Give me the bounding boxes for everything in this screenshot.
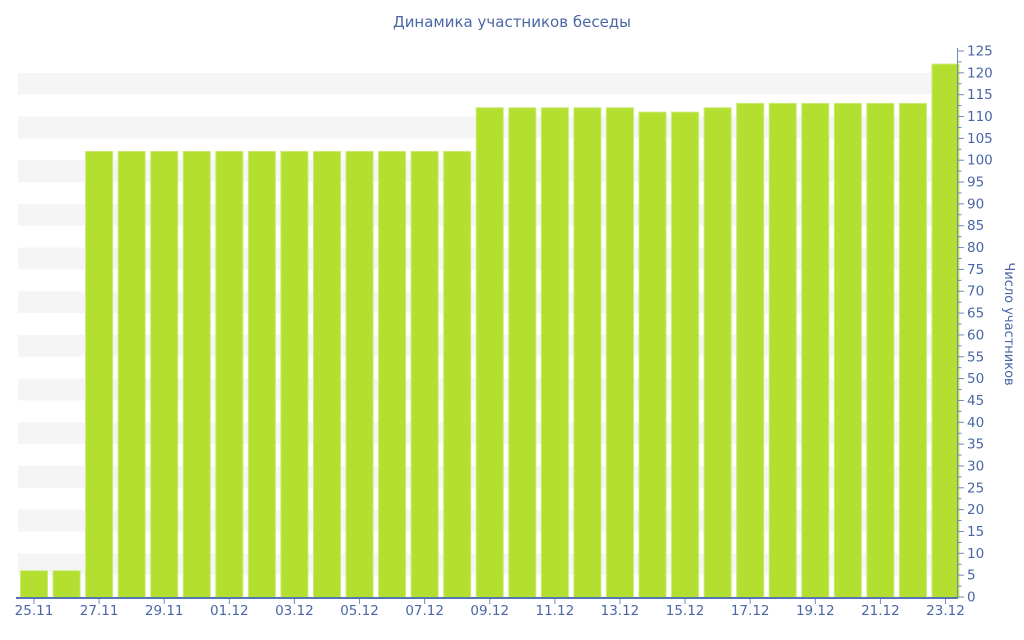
bar-17.12[interactable]	[736, 102, 765, 599]
y-tick-label: 85	[967, 218, 984, 234]
bar-09.12[interactable]	[475, 107, 504, 599]
x-tick-label: 19.12	[796, 603, 835, 619]
bar-04.12[interactable]	[312, 150, 341, 599]
x-tick-label: 21.12	[861, 603, 900, 619]
bar-14.12[interactable]	[638, 111, 667, 599]
y-tick-label: 100	[967, 153, 993, 169]
x-tick-label: 25.11	[15, 603, 54, 619]
x-tick-label: 03.12	[275, 603, 314, 619]
x-tick-label: 01.12	[210, 603, 249, 619]
bar-28.11[interactable]	[117, 150, 146, 599]
y-axis-title: Число участников	[1001, 262, 1016, 385]
y-tick-label: 25	[967, 480, 984, 496]
y-tick-label: 105	[967, 131, 993, 147]
bar-25.11[interactable]	[20, 570, 48, 599]
bar-20.12[interactable]	[833, 102, 862, 599]
bar-15.12[interactable]	[671, 111, 700, 599]
x-tick-label: 09.12	[470, 603, 509, 619]
bar-21.12[interactable]	[866, 102, 895, 599]
y-tick-label: 60	[967, 327, 984, 343]
y-tick-label: 35	[967, 437, 984, 453]
x-tick-label: 13.12	[601, 603, 640, 619]
y-tick-label: 95	[967, 175, 984, 191]
y-tick-label: 50	[967, 371, 984, 387]
bar-08.12[interactable]	[443, 150, 472, 599]
bar-05.12[interactable]	[345, 150, 374, 599]
y-tick-label: 40	[967, 415, 984, 431]
y-tick-label: 0	[967, 590, 976, 606]
bar-02.12[interactable]	[247, 150, 276, 599]
bar-18.12[interactable]	[768, 102, 797, 599]
x-tick-label: 11.12	[536, 603, 575, 619]
y-tick-label: 20	[967, 502, 984, 518]
y-tick-label: 75	[967, 262, 984, 278]
x-tick-label: 17.12	[731, 603, 770, 619]
y-tick-label: 55	[967, 349, 984, 365]
y-tick-label: 80	[967, 240, 984, 256]
bar-12.12[interactable]	[573, 107, 602, 599]
x-tick-label: 29.11	[145, 603, 184, 619]
bar-06.12[interactable]	[378, 150, 407, 599]
y-tick-label: 110	[967, 109, 993, 125]
x-tick-label: 05.12	[340, 603, 379, 619]
y-tick-label: 15	[967, 524, 984, 540]
bar-11.12[interactable]	[540, 107, 569, 599]
x-tick-label: 27.11	[80, 603, 119, 619]
y-tick-label: 120	[967, 65, 993, 81]
bar-27.11[interactable]	[85, 150, 114, 599]
y-tick-label: 65	[967, 306, 984, 322]
y-tick-label: 5	[967, 568, 976, 584]
y-tick-label: 115	[967, 87, 993, 103]
grid-band	[18, 72, 957, 95]
bar-10.12[interactable]	[508, 107, 537, 599]
y-tick-label: 45	[967, 393, 984, 409]
y-tick-label: 30	[967, 458, 984, 474]
y-tick-label: 70	[967, 284, 984, 300]
y-tick-label: 125	[967, 44, 993, 60]
bar-19.12[interactable]	[801, 102, 830, 599]
bar-01.12[interactable]	[215, 150, 244, 599]
bar-23.12[interactable]	[931, 63, 960, 599]
bar-07.12[interactable]	[410, 150, 439, 599]
bar-03.12[interactable]	[280, 150, 309, 599]
chart-title: Динамика участников беседы	[392, 13, 632, 31]
bar-29.11[interactable]	[150, 150, 179, 599]
x-tick-label: 23.12	[926, 603, 965, 619]
y-tick-label: 90	[967, 196, 984, 212]
bar-30.11[interactable]	[182, 150, 211, 599]
x-tick-label: 07.12	[405, 603, 444, 619]
x-tick-label: 15.12	[666, 603, 705, 619]
bar-16.12[interactable]	[703, 107, 732, 599]
bar-26.11[interactable]	[52, 570, 81, 599]
bar-22.12[interactable]	[898, 102, 927, 599]
bar-13.12[interactable]	[605, 107, 634, 599]
y-tick-label: 10	[967, 546, 984, 562]
